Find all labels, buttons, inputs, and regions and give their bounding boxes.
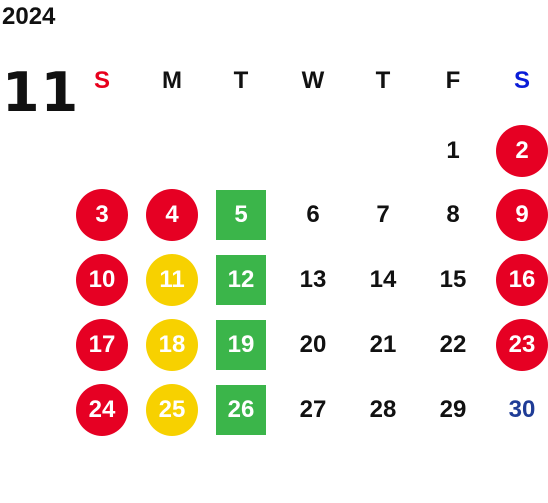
day-cell[interactable]: 9	[496, 189, 548, 241]
weekday-header: W	[301, 67, 325, 94]
day-cell[interactable]: 25	[146, 384, 198, 436]
weekday-header: M	[162, 67, 182, 94]
day-cell[interactable]: 4	[146, 189, 198, 241]
day-cell[interactable]: 24	[76, 384, 128, 436]
weekday-header: S	[513, 67, 530, 94]
day-cell[interactable]: 28	[369, 396, 397, 423]
day-cell[interactable]: 17	[76, 319, 128, 371]
day-cell[interactable]: 29	[439, 396, 467, 423]
weekday-header: T	[375, 67, 391, 94]
weekday-header: S	[93, 67, 110, 94]
day-cell[interactable]: 20	[299, 331, 327, 358]
day-cell[interactable]: 30	[508, 396, 536, 423]
day-cell[interactable]: 10	[76, 254, 128, 306]
day-cell[interactable]: 14	[369, 266, 397, 293]
day-cell[interactable]: 26	[216, 385, 266, 435]
day-cell[interactable]: 8	[446, 201, 460, 228]
day-cell[interactable]: 7	[376, 201, 390, 228]
day-cell[interactable]: 3	[76, 189, 128, 241]
day-cell[interactable]: 13	[299, 266, 327, 293]
year-label: 2024	[2, 3, 56, 30]
day-cell[interactable]: 6	[306, 201, 320, 228]
day-cell[interactable]: 1	[446, 137, 460, 164]
day-cell[interactable]: 22	[439, 331, 467, 358]
weekday-header: T	[233, 67, 249, 94]
day-cell[interactable]: 23	[496, 319, 548, 371]
day-cell[interactable]: 19	[216, 320, 266, 370]
day-cell[interactable]: 2	[496, 125, 548, 177]
day-cell[interactable]: 21	[369, 331, 397, 358]
day-cell[interactable]: 11	[146, 254, 198, 306]
day-cell[interactable]: 18	[146, 319, 198, 371]
day-cell[interactable]: 12	[216, 255, 266, 305]
day-cell[interactable]: 16	[496, 254, 548, 306]
day-cell[interactable]: 27	[299, 396, 327, 423]
day-cell[interactable]: 5	[216, 190, 266, 240]
day-cell[interactable]: 15	[439, 266, 467, 293]
weekday-header: F	[445, 67, 461, 94]
month-number: 11	[2, 61, 80, 124]
